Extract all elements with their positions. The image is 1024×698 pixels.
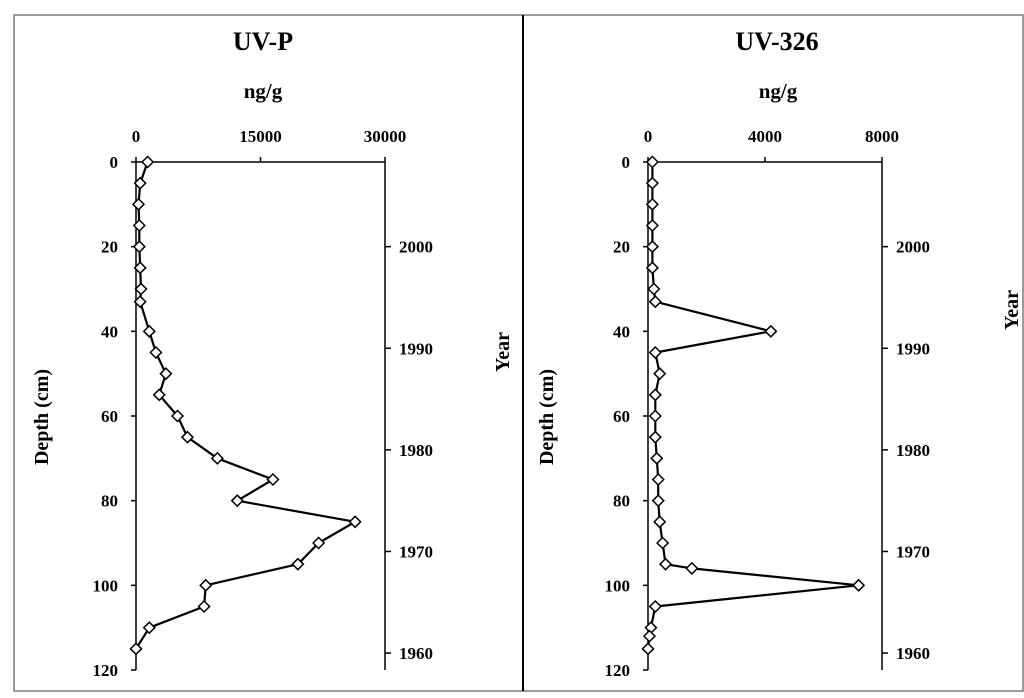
y2-tick-label: 1980 bbox=[896, 441, 930, 460]
y2-tick-label: 1980 bbox=[399, 441, 433, 460]
y-tick-label: 80 bbox=[613, 492, 630, 511]
y2-axis-label: Year bbox=[492, 332, 514, 372]
data-point bbox=[170, 409, 185, 423]
y-tick-label: 20 bbox=[613, 238, 630, 257]
data-point bbox=[648, 388, 662, 402]
data-point bbox=[199, 578, 213, 592]
data-point bbox=[133, 176, 147, 190]
data-point bbox=[129, 642, 143, 656]
y-tick-label: 20 bbox=[101, 238, 118, 257]
data-point bbox=[230, 494, 244, 508]
data-point bbox=[648, 430, 662, 444]
uv-326-panel: UV-326 ng/g Depth (cm) Year 0 4000 8000 0 20… bbox=[536, 27, 1023, 680]
y-tick-label: 120 bbox=[93, 661, 119, 680]
y-axis-label: Depth (cm) bbox=[536, 369, 558, 465]
data-point bbox=[645, 218, 659, 233]
y-axis-label: Depth (cm) bbox=[31, 369, 53, 465]
data-point bbox=[210, 451, 224, 465]
uv-p-panel: UV-P ng/g Depth (cm) Year 0 15000 30000 0 20… bbox=[31, 27, 514, 680]
uv-p-plot: 0 15000 30000 0 20 40 60 80 100 120 2000 1990 1980 19… bbox=[93, 127, 434, 680]
chart-title: UV-P bbox=[233, 27, 293, 56]
x-axis-label: ng/g bbox=[244, 79, 283, 103]
data-point bbox=[142, 324, 156, 338]
y-tick-label: 60 bbox=[101, 407, 118, 426]
y2-tick-label: 1990 bbox=[399, 339, 433, 358]
data-point bbox=[133, 295, 147, 309]
data-point bbox=[152, 388, 166, 402]
data-point bbox=[658, 557, 673, 571]
x-tick-label: 8000 bbox=[865, 127, 899, 146]
x-tick-label: 0 bbox=[644, 127, 653, 146]
data-point bbox=[641, 642, 655, 656]
y2-tick-label: 1990 bbox=[896, 339, 930, 358]
data-point bbox=[648, 295, 662, 309]
chart-title: UV-326 bbox=[735, 27, 818, 56]
data-point bbox=[348, 515, 362, 529]
data-point bbox=[312, 536, 326, 550]
data-point bbox=[180, 430, 195, 444]
y-tick-label: 0 bbox=[110, 153, 119, 172]
data-point bbox=[134, 282, 148, 296]
y2-tick-label: 2000 bbox=[896, 238, 930, 257]
data-point bbox=[645, 261, 659, 275]
y2-tick-label: 1960 bbox=[896, 644, 930, 663]
data-point bbox=[645, 176, 659, 190]
y-tick-label: 100 bbox=[93, 576, 119, 595]
x-axis-label: ng/g bbox=[759, 79, 798, 103]
data-point bbox=[645, 155, 659, 169]
y-tick-label: 40 bbox=[613, 322, 630, 341]
data-point bbox=[645, 197, 659, 211]
y-tick-label: 0 bbox=[622, 153, 631, 172]
data-point bbox=[647, 282, 661, 296]
x-tick-label: 0 bbox=[132, 127, 141, 146]
data-point bbox=[642, 629, 657, 643]
data-point bbox=[685, 561, 699, 575]
y-tick-label: 120 bbox=[605, 661, 631, 680]
y2-tick-label: 1970 bbox=[399, 542, 433, 561]
data-point bbox=[645, 240, 659, 254]
y-tick-label: 40 bbox=[101, 322, 118, 341]
data-point bbox=[656, 536, 670, 550]
data-point bbox=[197, 599, 211, 614]
data-point bbox=[159, 367, 173, 381]
data-point bbox=[650, 451, 664, 465]
y2-tick-label: 1970 bbox=[896, 542, 930, 561]
data-point bbox=[132, 240, 146, 254]
data-point bbox=[651, 472, 665, 487]
data-point bbox=[266, 472, 280, 487]
y2-tick-label: 1960 bbox=[399, 644, 433, 663]
data-point bbox=[141, 155, 155, 169]
uv-326-plot: 0 4000 8000 0 20 40 60 80 100 120 2000 1990 1980 1970… bbox=[605, 127, 931, 680]
data-point bbox=[133, 261, 147, 275]
data-point bbox=[132, 218, 146, 233]
data-point bbox=[648, 345, 662, 360]
x-tick-label: 30000 bbox=[364, 127, 407, 146]
y2-axis-label: Year bbox=[1001, 290, 1023, 330]
data-point bbox=[648, 409, 662, 423]
y-tick-label: 60 bbox=[613, 407, 630, 426]
data-point bbox=[764, 324, 778, 338]
data-point bbox=[852, 578, 866, 592]
x-tick-label: 15000 bbox=[239, 127, 282, 146]
data-point bbox=[653, 367, 667, 381]
data-point bbox=[648, 599, 662, 614]
data-point bbox=[131, 197, 146, 211]
data-point bbox=[651, 494, 665, 508]
data-point bbox=[653, 515, 667, 529]
y2-tick-label: 2000 bbox=[399, 238, 433, 257]
y-tick-label: 100 bbox=[605, 576, 631, 595]
data-point bbox=[149, 345, 163, 360]
x-tick-label: 4000 bbox=[748, 127, 782, 146]
data-point bbox=[142, 621, 156, 635]
y-tick-label: 80 bbox=[101, 492, 118, 511]
data-point bbox=[291, 557, 305, 571]
figure-frame bbox=[13, 14, 1024, 692]
